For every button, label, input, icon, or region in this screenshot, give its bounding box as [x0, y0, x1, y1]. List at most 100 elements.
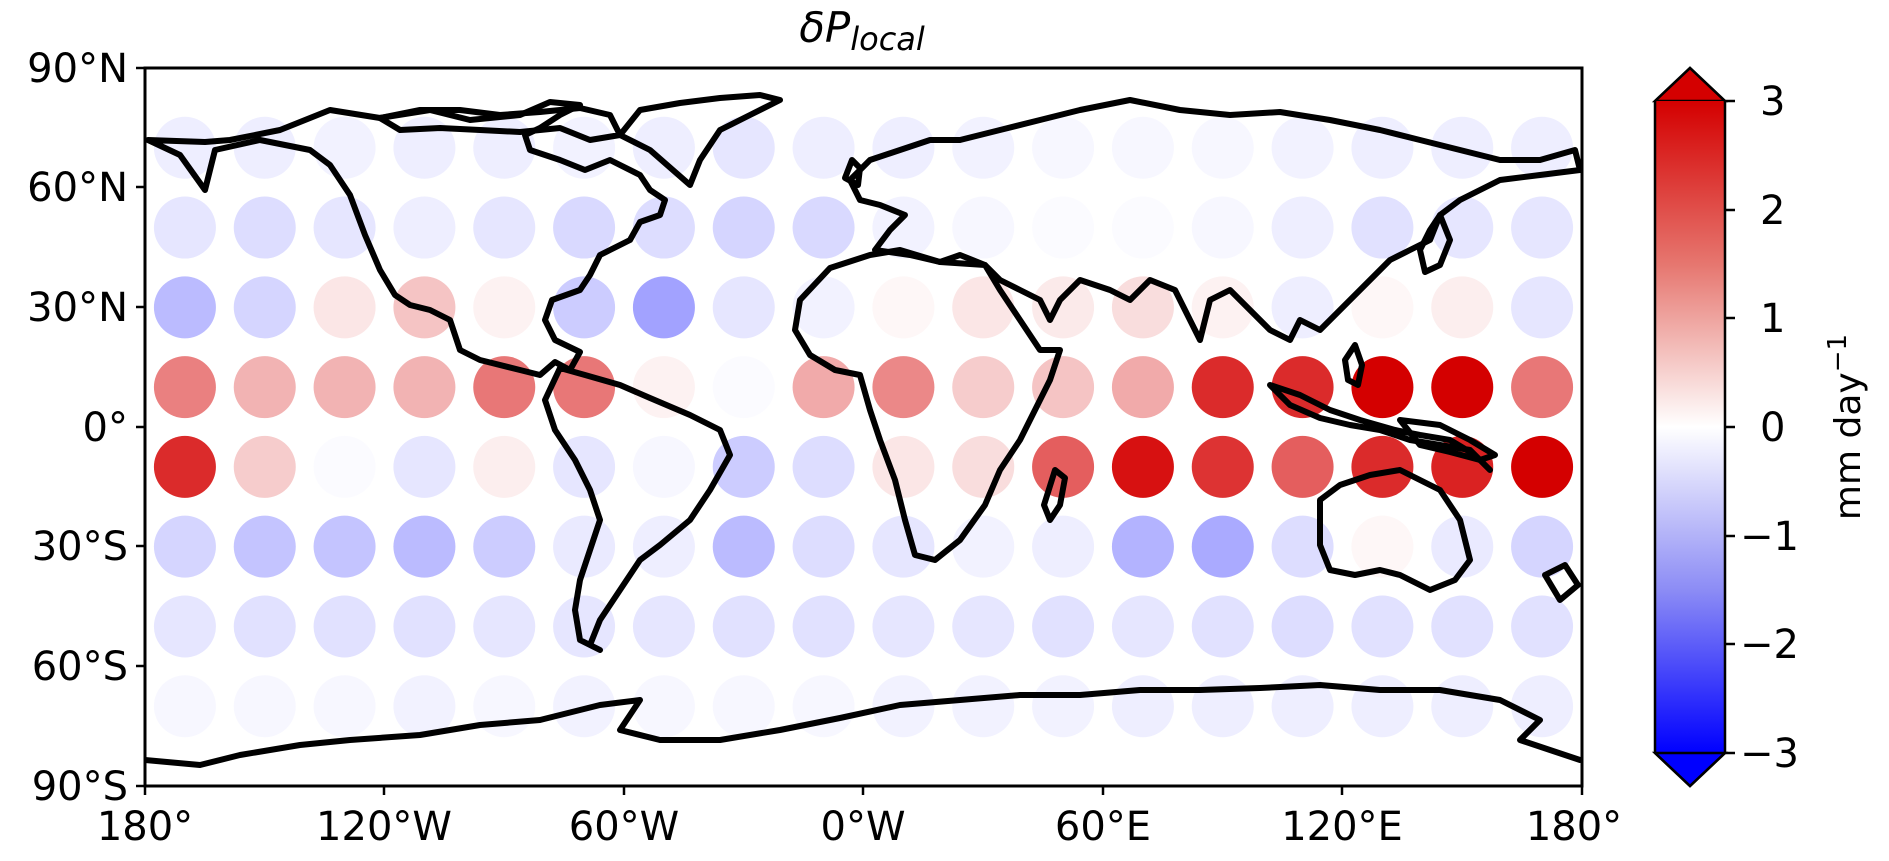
colorbar-tick-label: −1: [1740, 514, 1799, 560]
data-circle: [1271, 515, 1334, 578]
colorbar-tick-label: 3: [1760, 79, 1785, 125]
data-circle: [792, 435, 855, 498]
data-circle: [1191, 515, 1254, 578]
data-circle: [1032, 515, 1095, 578]
data-circle: [1191, 356, 1254, 419]
data-circle: [1032, 276, 1095, 339]
data-circle: [632, 675, 695, 738]
data-circle: [1032, 116, 1095, 179]
y-tick-label: 60°N: [27, 165, 128, 211]
data-circle: [1191, 116, 1254, 179]
data-circle: [952, 196, 1015, 259]
coastline-antarctica: [145, 682, 1582, 768]
data-circle: [792, 595, 855, 658]
data-circle: [1111, 196, 1174, 259]
coastlines: [145, 92, 1582, 768]
data-circle: [1271, 116, 1334, 179]
data-circle: [712, 116, 775, 179]
y-tick-label: 30°N: [27, 285, 128, 331]
data-circle: [792, 116, 855, 179]
data-circle: [1271, 196, 1334, 259]
data-circle: [153, 356, 216, 419]
data-circle: [632, 595, 695, 658]
data-circle: [1511, 116, 1574, 179]
data-circle: [1032, 595, 1095, 658]
data-circle: [952, 675, 1015, 738]
data-circle: [1431, 276, 1494, 339]
data-circle: [233, 595, 296, 658]
latitude-axis: 90°N 60°N 30°N 0° 30°S 60°S 90°S: [27, 46, 145, 810]
coastline-philippines: [1342, 342, 1365, 388]
data-circle: [313, 595, 376, 658]
data-circle: [792, 276, 855, 339]
data-circle: [1191, 595, 1254, 658]
data-circle: [553, 515, 616, 578]
data-circle: [872, 595, 935, 658]
data-circle: [1511, 196, 1574, 259]
data-circles: [153, 116, 1574, 738]
data-circle: [1511, 356, 1574, 419]
colorbar-tick-label: −3: [1740, 731, 1799, 777]
data-circle: [872, 196, 935, 259]
y-tick-label: 60°S: [32, 644, 128, 690]
data-circle: [313, 116, 376, 179]
data-circle: [1111, 435, 1174, 498]
data-circle: [1111, 595, 1174, 658]
data-circle: [1032, 675, 1095, 738]
data-circle: [1191, 675, 1254, 738]
data-circle: [1511, 515, 1574, 578]
data-circle: [153, 595, 216, 658]
data-circle: [1431, 356, 1494, 419]
colorbar-extend-min: [1651, 751, 1729, 788]
data-circle: [952, 356, 1015, 419]
data-circle: [313, 356, 376, 419]
data-circle: [1431, 515, 1494, 578]
data-circle: [393, 435, 456, 498]
data-circle: [712, 196, 775, 259]
data-circle: [952, 595, 1015, 658]
data-circle: [1032, 356, 1095, 419]
data-circle: [1351, 515, 1414, 578]
data-circle: [313, 675, 376, 738]
x-tick-label: 60°E: [1055, 804, 1151, 850]
data-circle: [1431, 595, 1494, 658]
data-circle: [233, 435, 296, 498]
data-circle: [792, 196, 855, 259]
coastline-new-guinea: [1397, 417, 1498, 463]
data-circle: [313, 515, 376, 578]
data-circle: [313, 196, 376, 259]
data-circle: [632, 356, 695, 419]
data-circle: [1032, 435, 1095, 498]
x-tick-label: 180°: [97, 804, 193, 850]
coastline-arctic-islands: [377, 105, 623, 143]
data-circle: [712, 675, 775, 738]
data-circle: [872, 515, 935, 578]
data-circle: [393, 356, 456, 419]
data-circle: [553, 595, 616, 658]
longitude-axis: 180° 120°W 60°W 0°W 60°E 120°E 180°: [97, 786, 1622, 850]
data-circle: [1351, 675, 1414, 738]
data-circle: [473, 435, 536, 498]
data-circle: [473, 515, 536, 578]
data-circle: [1351, 435, 1414, 498]
coastline-new-zealand: [1542, 562, 1581, 603]
coastline-south-america: [542, 365, 733, 653]
data-circle: [1111, 675, 1174, 738]
data-circle: [473, 116, 536, 179]
data-circle: [393, 675, 456, 738]
x-tick-label: 180°: [1526, 804, 1622, 850]
data-circle: [1111, 515, 1174, 578]
colorbar: 3 2 1 0 −1 −2 −3 mm day−1: [1651, 66, 1869, 788]
data-circle: [1431, 675, 1494, 738]
data-circle: [153, 435, 216, 498]
data-circle: [473, 196, 536, 259]
data-circle: [712, 276, 775, 339]
data-circle: [313, 276, 376, 339]
colorbar-body: [1655, 101, 1725, 753]
data-circle: [233, 675, 296, 738]
data-circle: [1511, 595, 1574, 658]
map-title: δPlocal: [799, 3, 925, 58]
colorbar-tick-label: 0: [1760, 405, 1785, 451]
data-circle: [153, 675, 216, 738]
